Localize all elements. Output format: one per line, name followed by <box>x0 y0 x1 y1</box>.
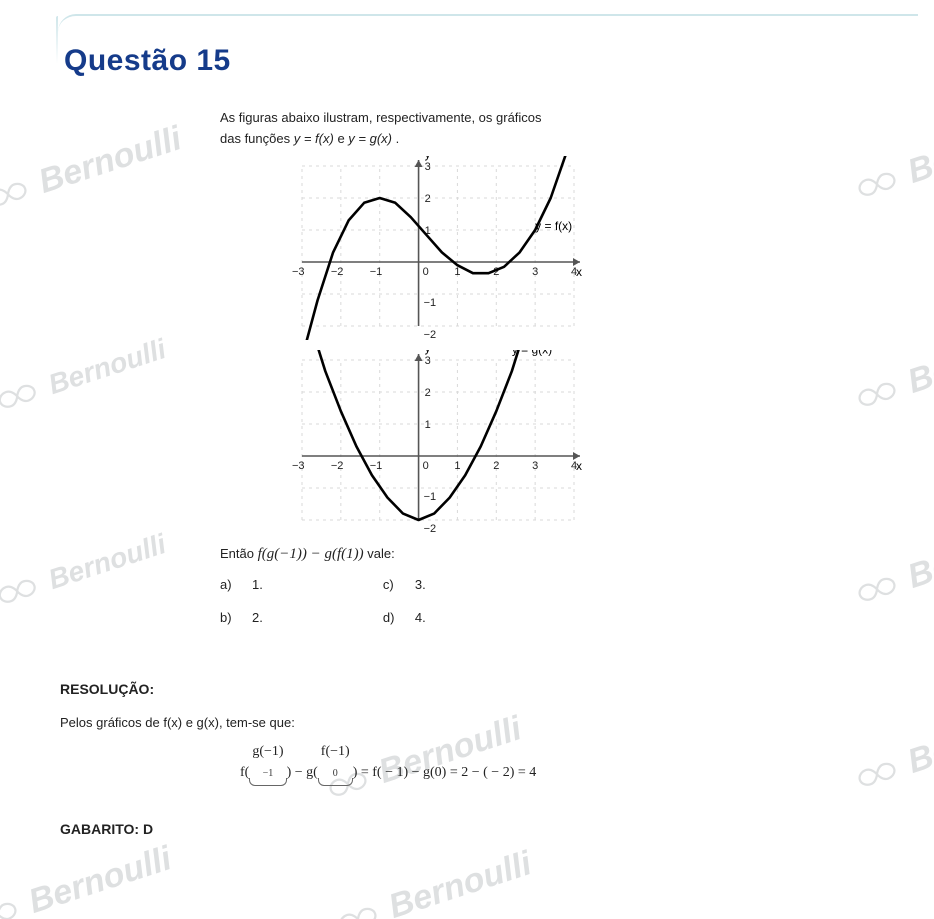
svg-text:1: 1 <box>454 460 460 472</box>
svg-text:3: 3 <box>425 161 431 173</box>
page: Bernoulli Bernoulli Bernoulli Bernoulli … <box>0 0 934 919</box>
option-c-label: c) <box>383 577 401 592</box>
svg-text:−1: −1 <box>424 297 437 309</box>
svg-text:3: 3 <box>425 355 431 367</box>
stem-period: . <box>396 131 400 146</box>
header-rule <box>58 14 918 34</box>
svg-text:−3: −3 <box>292 460 305 472</box>
answer-options: a) 1. b) 2. c) 3. d) 4. <box>220 577 874 625</box>
option-d: d) 4. <box>383 610 426 625</box>
question-followup: Então f(g(−1)) − g(f(1)) vale: <box>220 546 640 563</box>
svg-text:y: y <box>425 156 431 161</box>
svg-text:0: 0 <box>423 266 429 278</box>
eq-g-of-neg1: g(−1) <box>252 744 283 759</box>
eq-under-1: g(−1) −1 <box>249 744 286 779</box>
question-stem: As figuras abaixo ilustram, respectivame… <box>220 108 640 150</box>
svg-text:−2: −2 <box>331 460 344 472</box>
svg-text:−1: −1 <box>424 491 437 503</box>
svg-text:3: 3 <box>532 460 538 472</box>
stem-eq1: y = f(x) <box>294 131 334 146</box>
option-d-label: d) <box>383 610 401 625</box>
svg-text:0: 0 <box>423 460 429 472</box>
body: As figuras abaixo ilustram, respectivame… <box>0 108 934 867</box>
svg-text:1: 1 <box>425 419 431 431</box>
charts: −3−2−11234−2−11230xyy = f(x) −3−2−11234−… <box>288 156 600 534</box>
chart-f: −3−2−11234−2−11230xyy = f(x) <box>288 156 600 340</box>
resolution-equation: f(g(−1) −1 ) − g(f(−1) 0) = f( − 1) − g(0) … <box>240 744 874 781</box>
svg-text:2: 2 <box>425 387 431 399</box>
option-b-value: 2. <box>252 610 263 625</box>
eq-mid1: ) − g( <box>287 765 318 780</box>
svg-text:y = f(x): y = f(x) <box>535 219 572 233</box>
answers-col-2: c) 3. d) 4. <box>383 577 426 625</box>
option-b: b) 2. <box>220 610 263 625</box>
followup-expr: f(g(−1)) − g(f(1)) <box>258 546 364 562</box>
stem-line2-prefix: das funções <box>220 131 294 146</box>
question-title: Questão 15 <box>64 44 231 78</box>
option-c-value: 3. <box>415 577 426 592</box>
svg-text:x: x <box>576 265 582 279</box>
svg-text:1: 1 <box>454 266 460 278</box>
chart-g: −3−2−11234−2−11230xyy = g(x) <box>288 350 600 534</box>
svg-text:−2: −2 <box>424 523 437 534</box>
option-a-value: 1. <box>252 577 263 592</box>
stem-line1: As figuras abaixo ilustram, respectivame… <box>220 110 542 125</box>
svg-text:−2: −2 <box>331 266 344 278</box>
eq-sub-1: −1 <box>252 768 283 779</box>
svg-text:−1: −1 <box>370 460 383 472</box>
infinity-icon <box>331 898 385 919</box>
svg-text:−1: −1 <box>370 266 383 278</box>
answers-col-1: a) 1. b) 2. <box>220 577 263 625</box>
svg-text:−3: −3 <box>292 266 305 278</box>
svg-text:3: 3 <box>532 266 538 278</box>
option-d-value: 4. <box>415 610 426 625</box>
chart-f-svg: −3−2−11234−2−11230xyy = f(x) <box>288 156 588 340</box>
eq-lead: f( <box>240 765 249 780</box>
svg-text:−2: −2 <box>424 329 437 340</box>
header: Questão 15 <box>0 0 934 92</box>
eq-sub-2: 0 <box>321 768 350 779</box>
eq-under-2: f(−1) 0 <box>318 744 353 779</box>
followup-prefix: Então <box>220 546 258 561</box>
svg-text:y: y <box>425 350 431 355</box>
option-a: a) 1. <box>220 577 263 592</box>
eq-mid2: ) = f( − 1) − g(0) = 2 − ( − 2) = 4 <box>353 765 537 780</box>
resolution-line1: Pelos gráficos de f(x) e g(x), tem-se qu… <box>60 715 874 730</box>
followup-suffix: vale: <box>367 546 394 561</box>
option-a-label: a) <box>220 577 238 592</box>
svg-text:x: x <box>576 459 582 473</box>
svg-text:2: 2 <box>425 193 431 205</box>
resolution-title: RESOLUÇÃO: <box>60 681 874 697</box>
gabarito: GABARITO: D <box>60 821 874 837</box>
eq-f-of-neg1: f(−1) <box>321 744 350 759</box>
svg-text:2: 2 <box>493 460 499 472</box>
infinity-icon <box>0 893 25 919</box>
chart-g-svg: −3−2−11234−2−11230xyy = g(x) <box>288 350 588 534</box>
option-b-label: b) <box>220 610 238 625</box>
stem-conj: e <box>337 131 348 146</box>
option-c: c) 3. <box>383 577 426 592</box>
svg-text:y = g(x): y = g(x) <box>512 350 552 357</box>
stem-eq2: y = g(x) <box>348 131 392 146</box>
